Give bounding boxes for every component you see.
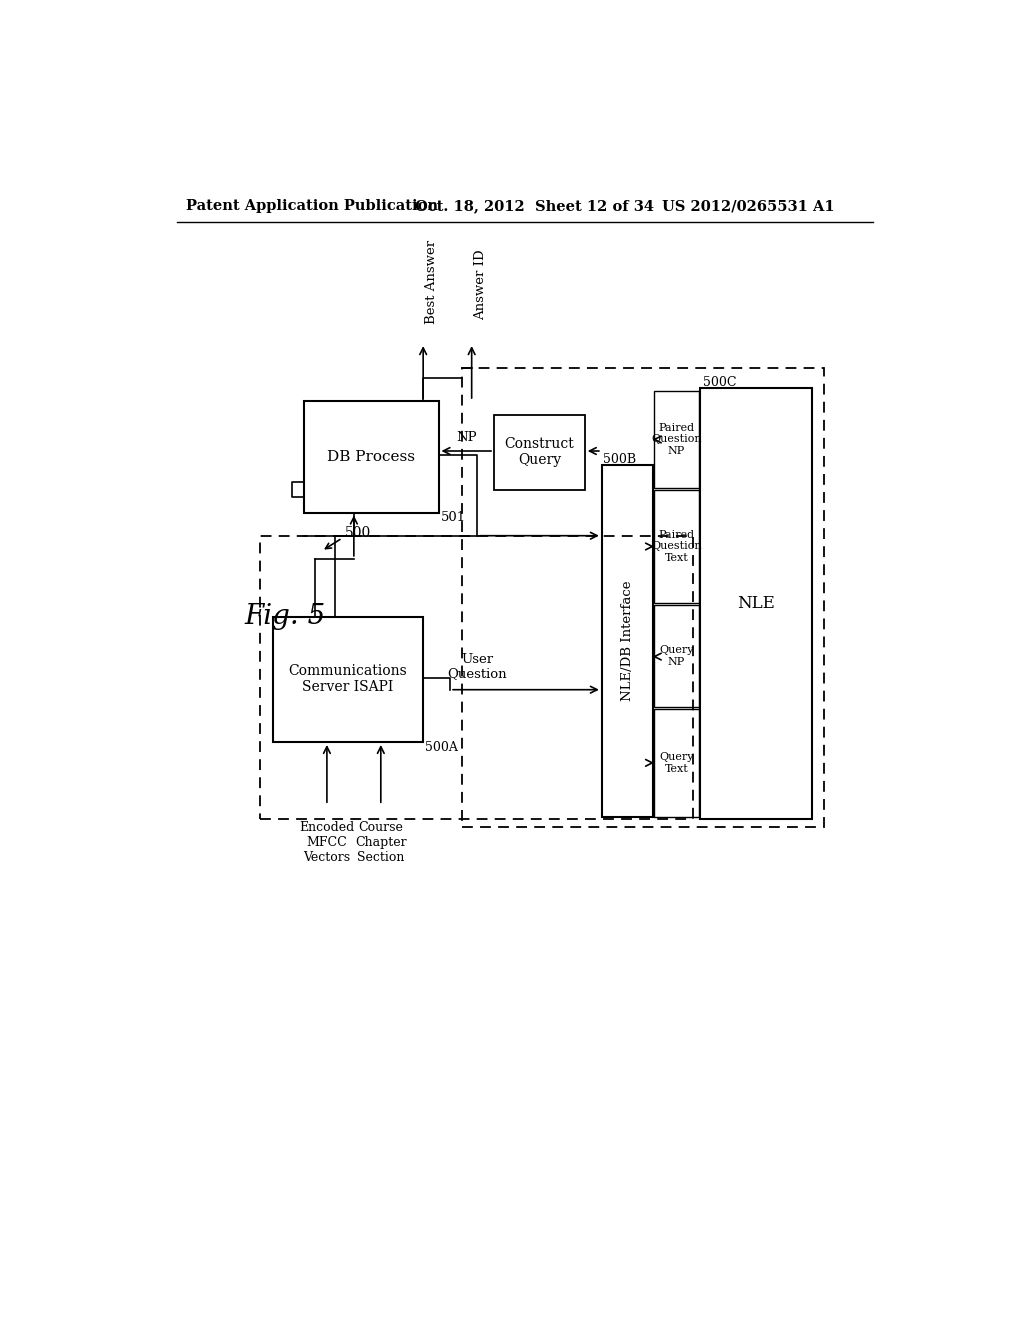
Text: 500: 500 <box>345 527 371 540</box>
Text: Paired
Question
NP: Paired Question NP <box>651 422 701 455</box>
Text: 501: 501 <box>441 511 466 524</box>
Bar <box>494 414 585 490</box>
Text: Patent Application Publication: Patent Application Publication <box>186 199 438 213</box>
Bar <box>700 388 812 818</box>
Text: NLE: NLE <box>737 595 775 612</box>
Text: NLE/DB Interface: NLE/DB Interface <box>621 581 634 701</box>
Text: Answer ID: Answer ID <box>474 249 487 321</box>
Bar <box>654 709 698 817</box>
Bar <box>654 391 698 488</box>
Text: Course
Chapter
Section: Course Chapter Section <box>355 821 407 863</box>
Bar <box>654 490 698 603</box>
Text: 500B: 500B <box>603 453 637 466</box>
Bar <box>260 536 692 818</box>
Text: Oct. 18, 2012  Sheet 12 of 34: Oct. 18, 2012 Sheet 12 of 34 <box>416 199 654 213</box>
Bar <box>602 465 652 817</box>
Text: Best Answer: Best Answer <box>425 240 438 323</box>
Bar <box>273 616 423 742</box>
Text: Query
Text: Query Text <box>659 752 693 774</box>
Text: Paired
Question
Text: Paired Question Text <box>651 529 701 564</box>
Text: User
Question: User Question <box>447 652 507 681</box>
Text: Query
NP: Query NP <box>659 645 693 667</box>
Bar <box>654 605 698 708</box>
Text: US 2012/0265531 A1: US 2012/0265531 A1 <box>662 199 835 213</box>
Bar <box>304 401 438 512</box>
Text: DB Process: DB Process <box>328 450 415 463</box>
Bar <box>462 368 823 826</box>
Text: 500A: 500A <box>425 741 458 754</box>
Text: Construct
Query: Construct Query <box>505 437 574 467</box>
Text: Communications
Server ISAPI: Communications Server ISAPI <box>289 664 408 694</box>
Text: NP: NP <box>456 432 476 445</box>
Text: Encoded
MFCC
Vectors: Encoded MFCC Vectors <box>299 821 354 863</box>
Text: Fig. 5: Fig. 5 <box>245 603 326 630</box>
Text: 500C: 500C <box>702 376 736 389</box>
